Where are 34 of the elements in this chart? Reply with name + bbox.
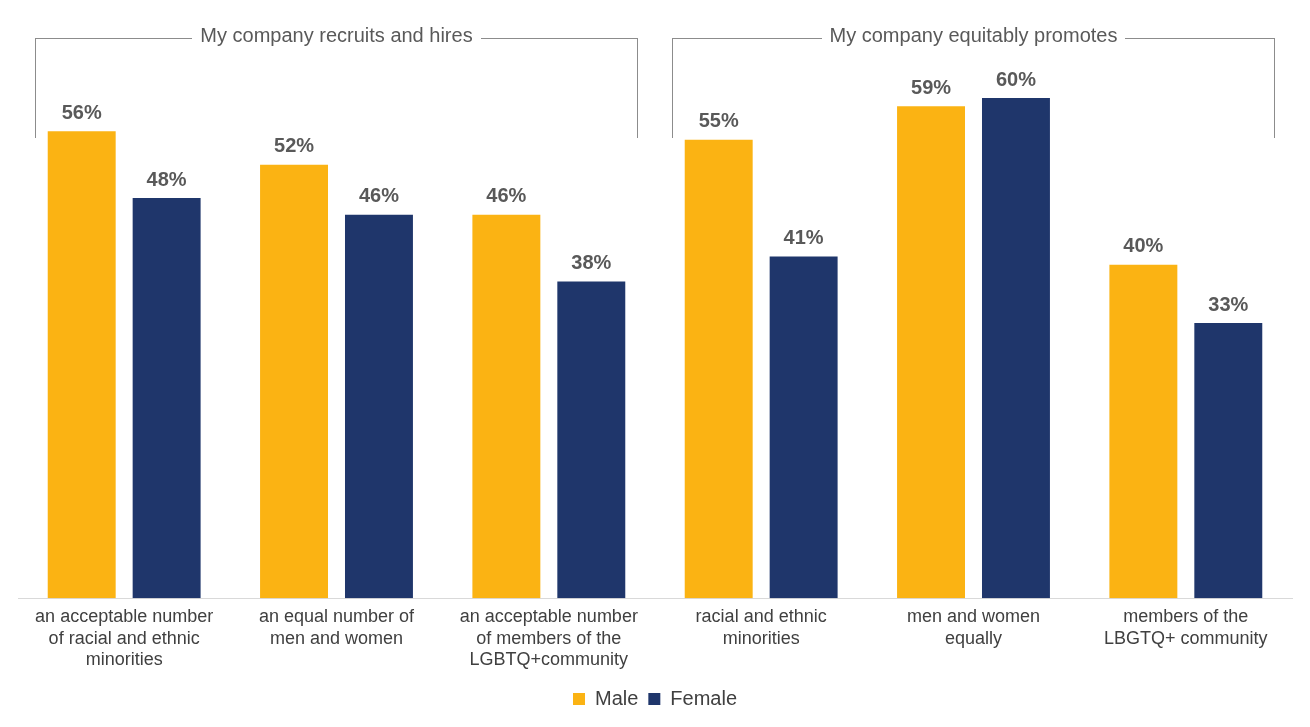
data-label: 33%	[1208, 292, 1249, 315]
bar	[557, 281, 626, 599]
bar	[769, 256, 838, 599]
x-tick-label: racial and ethnic minorities	[695, 605, 827, 648]
bar	[897, 106, 966, 599]
data-label: 56%	[61, 100, 102, 123]
bar	[684, 139, 753, 599]
bar	[1109, 264, 1178, 599]
data-label: 52%	[274, 134, 315, 157]
x-tick-label: men and women equally	[906, 605, 1041, 648]
text: My company equitably promotes	[821, 24, 1126, 46]
x-tick-label: members of the LBGTQ+ community	[1104, 605, 1268, 648]
text: My company recruits and hires	[192, 24, 481, 46]
bar	[1194, 323, 1263, 599]
bar	[47, 131, 116, 599]
data-label: 38%	[571, 250, 612, 273]
legend-label: Female	[670, 686, 738, 709]
data-label: 59%	[911, 75, 952, 98]
data-label: 60%	[995, 67, 1037, 90]
x-tick-label: an equal number of men and women	[258, 605, 416, 648]
data-label: 40%	[1123, 234, 1164, 257]
data-label: 41%	[783, 225, 824, 248]
bar	[132, 198, 201, 599]
x-tick-label: an acceptable number of racial and ethnic minorities	[35, 605, 214, 670]
data-label: 46%	[358, 184, 400, 207]
bar	[981, 98, 1050, 599]
bar	[344, 214, 413, 599]
bar	[472, 214, 541, 599]
legend-label: Male	[594, 686, 639, 709]
data-label: 46%	[486, 184, 527, 207]
x-tick-label: an acceptable number of members of the LGBTQ+community	[459, 605, 638, 670]
data-label: 48%	[146, 167, 187, 190]
data-label: 55%	[698, 109, 739, 132]
bar	[260, 164, 329, 599]
